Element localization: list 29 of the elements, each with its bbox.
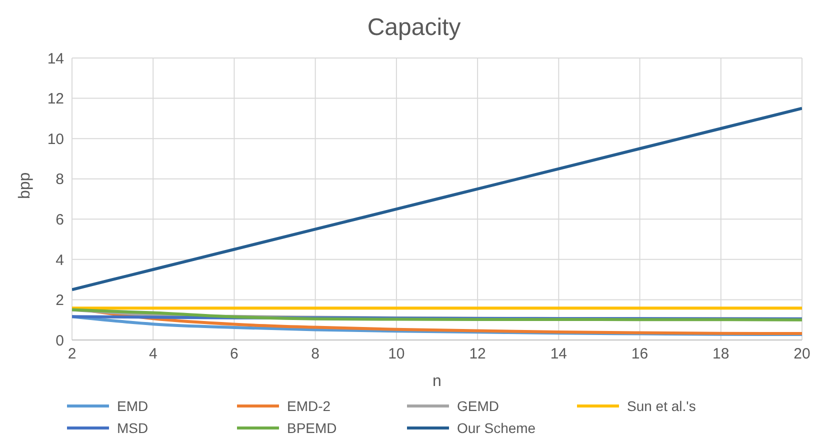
legend-label: EMD-2 bbox=[287, 398, 331, 414]
chart-title: Capacity bbox=[366, 13, 462, 43]
x-tick-label: 14 bbox=[550, 346, 568, 363]
x-tick-label: 20 bbox=[794, 346, 810, 363]
legend-label: EMD bbox=[117, 398, 148, 414]
x-tick-label: 6 bbox=[230, 346, 238, 363]
x-tick-label: 2 bbox=[68, 346, 76, 363]
line-series bbox=[72, 106, 802, 292]
legend-label: Our Scheme bbox=[457, 420, 536, 436]
legend-label: BPEMD bbox=[287, 420, 337, 436]
x-tick-label: 18 bbox=[712, 346, 730, 363]
y-tick-label: 10 bbox=[47, 130, 64, 148]
x-tick-label: 10 bbox=[388, 346, 405, 363]
y-axis-title: bpp bbox=[16, 172, 34, 199]
y-tick-label: 12 bbox=[47, 90, 64, 108]
y-tick-label: 4 bbox=[56, 252, 64, 269]
y-tick-label: 8 bbox=[56, 171, 64, 188]
x-tick-label: 4 bbox=[148, 346, 158, 363]
y-tick-label: 0 bbox=[56, 332, 64, 350]
y-tick-label: 14 bbox=[47, 50, 64, 68]
x-tick-label: 8 bbox=[311, 346, 320, 363]
y-tick-label: 2 bbox=[56, 292, 64, 310]
legend-label: GEMD bbox=[457, 398, 499, 414]
legend-label: MSD bbox=[117, 420, 148, 436]
y-tick-label: 6 bbox=[56, 211, 64, 228]
x-tick-label: 12 bbox=[469, 346, 486, 363]
x-axis-title: n bbox=[432, 373, 442, 390]
legend-label: Sun et al.'s bbox=[627, 398, 696, 414]
x-tick-label: 16 bbox=[631, 346, 648, 363]
